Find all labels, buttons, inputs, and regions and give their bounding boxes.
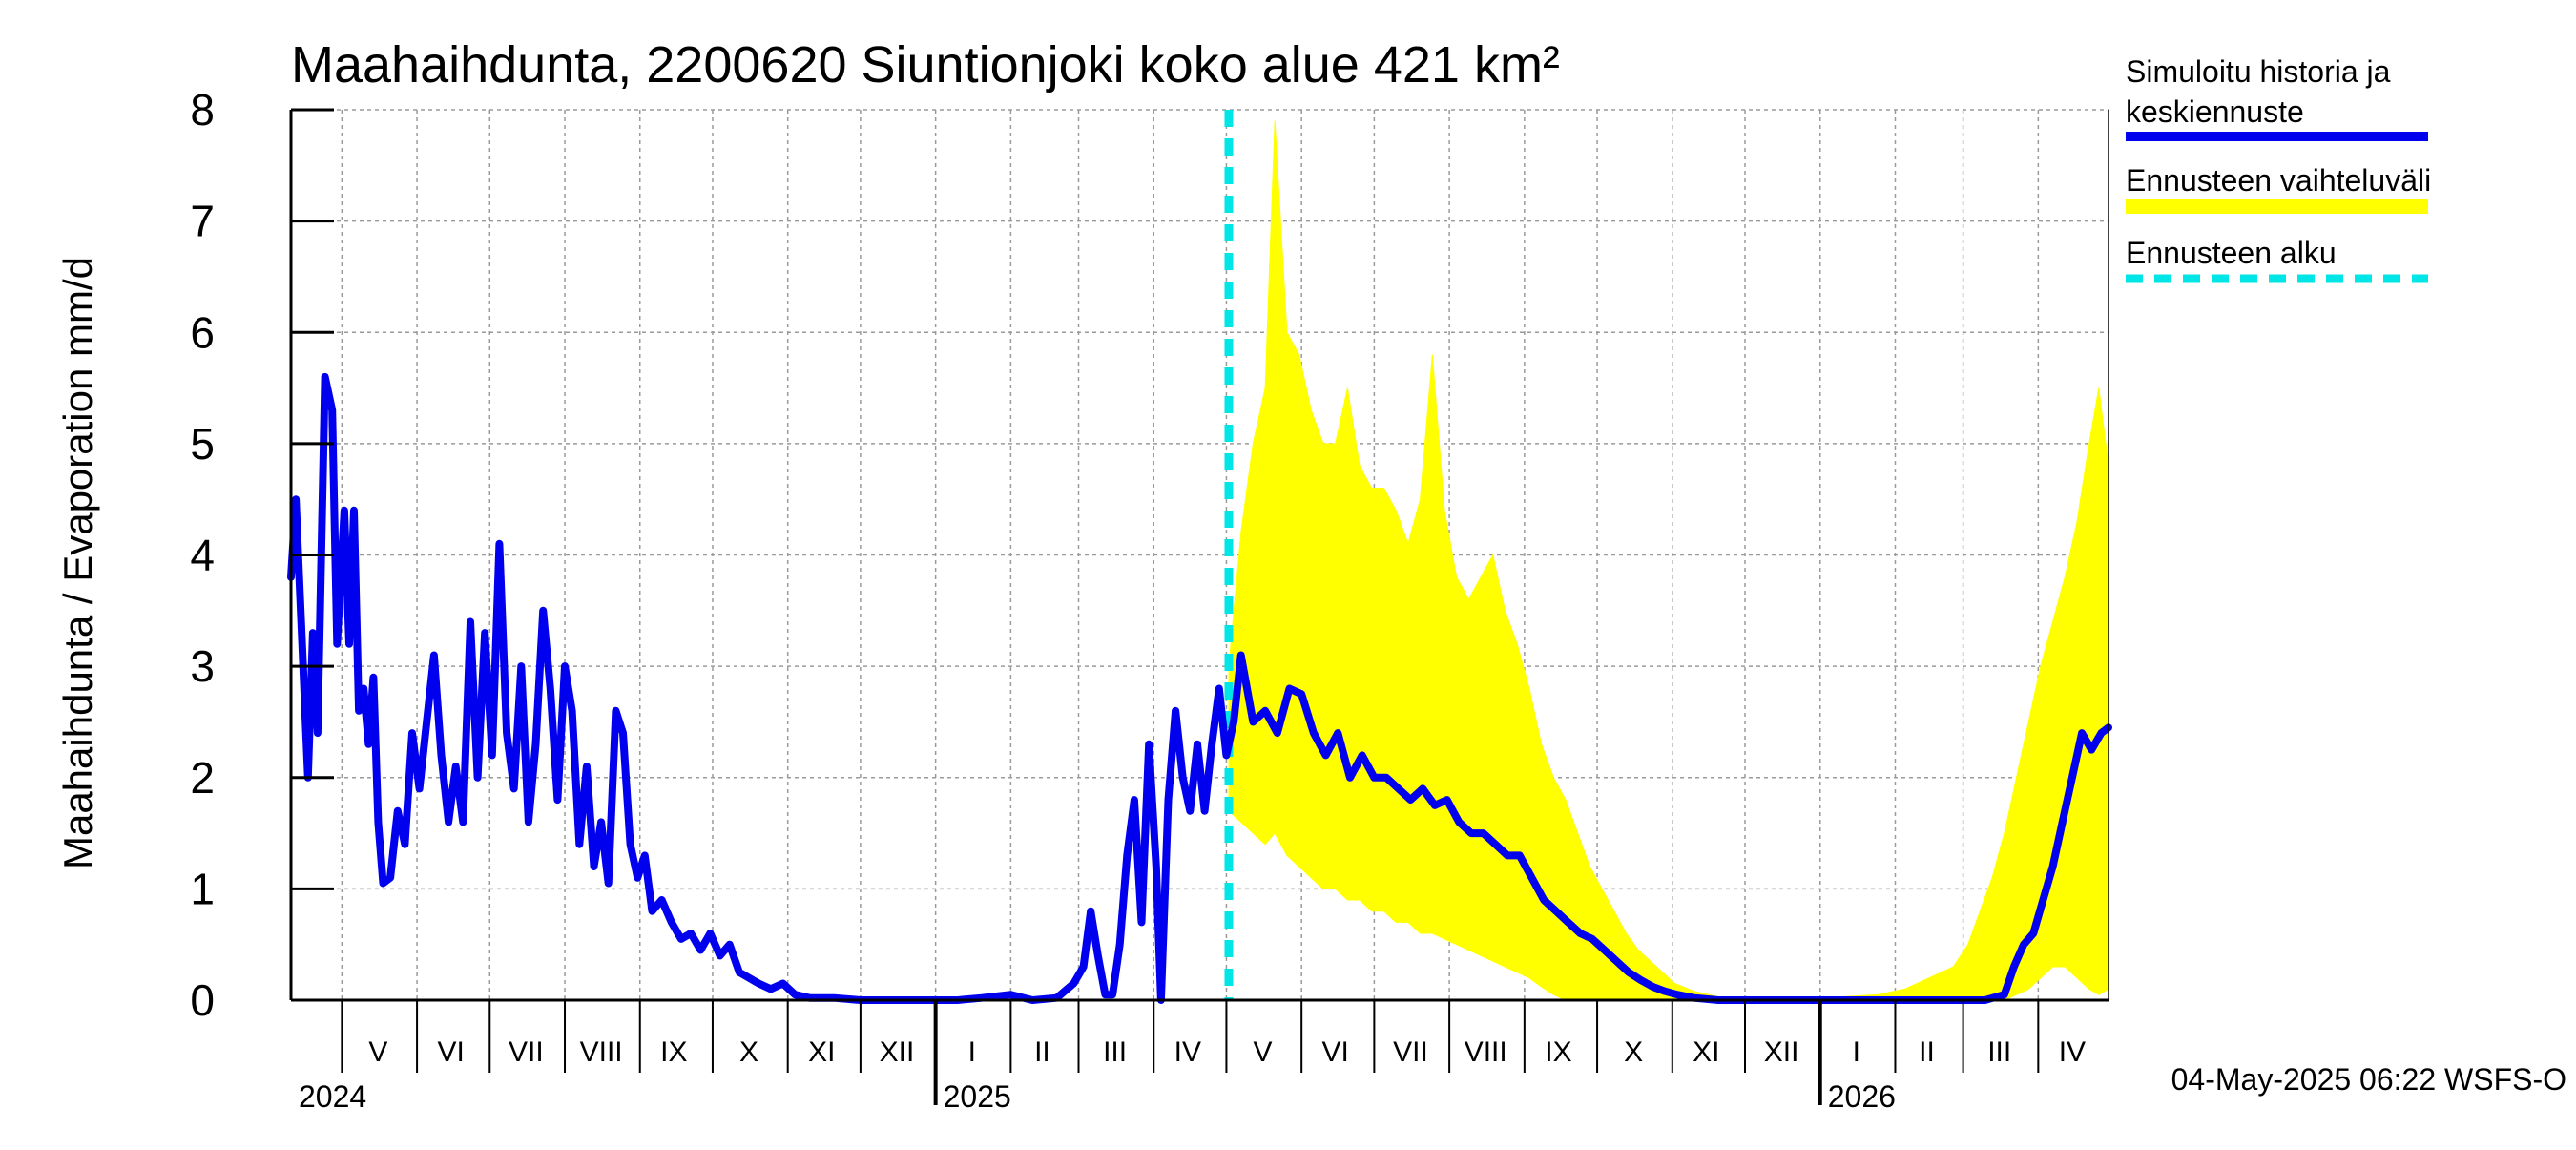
series-line-simulated xyxy=(287,372,2112,1004)
legend-label-history: Simuloitu historia ja xyxy=(2126,54,2391,89)
x-month-label: IX xyxy=(660,1036,687,1068)
x-year-label: 2024 xyxy=(299,1079,366,1114)
x-month-label: VII xyxy=(1393,1036,1428,1068)
x-month-label: III xyxy=(1103,1036,1127,1068)
y-tick-label: 7 xyxy=(190,197,215,246)
x-month-label: IV xyxy=(2059,1036,2086,1068)
y-tick-label: 5 xyxy=(190,419,215,469)
y-tick-label: 0 xyxy=(190,975,215,1025)
x-month-label: V xyxy=(368,1036,387,1068)
timestamp: 04-May-2025 06:22 WSFS-O xyxy=(2171,1062,2566,1097)
y-tick-label: 6 xyxy=(190,307,215,357)
y-tick-label: 3 xyxy=(190,641,215,691)
legend-label-forecast-start: Ennusteen alku xyxy=(2126,236,2337,270)
x-month-label: I xyxy=(968,1036,976,1068)
x-month-label: VIII xyxy=(580,1036,623,1068)
x-month-label: XII xyxy=(880,1036,915,1068)
y-axis-label: Maahaihdunta / Evaporation mm/d xyxy=(55,257,100,869)
x-month-label: I xyxy=(1853,1036,1860,1068)
x-year-label: 2025 xyxy=(944,1079,1011,1114)
x-month-label: II xyxy=(1034,1036,1050,1068)
x-month-label: IV xyxy=(1174,1036,1201,1068)
x-month-label: VIII xyxy=(1465,1036,1507,1068)
y-tick-label: 8 xyxy=(190,85,215,135)
legend-label-band: Ennusteen vaihteluväli xyxy=(2126,163,2431,198)
x-month-label: XI xyxy=(808,1036,835,1068)
legend: Simuloitu historia ja keskiennuste Ennus… xyxy=(2126,54,2431,283)
x-month-label: VI xyxy=(1322,1036,1349,1068)
x-month-label: XII xyxy=(1764,1036,1799,1068)
x-month-label: IX xyxy=(1545,1036,1571,1068)
x-month-label: XI xyxy=(1693,1036,1719,1068)
x-month-label: VI xyxy=(437,1036,464,1068)
y-tick-label: 4 xyxy=(190,531,215,580)
x-month-label: III xyxy=(1987,1036,2011,1068)
x-month-label: X xyxy=(739,1036,758,1068)
legend-label-history-line2: keskiennuste xyxy=(2126,94,2304,129)
y-tick-label: 2 xyxy=(190,753,215,803)
x-month-label: X xyxy=(1624,1036,1643,1068)
x-month-label: II xyxy=(1919,1036,1935,1068)
series-line-layer xyxy=(287,110,2112,1004)
y-tick-label: 1 xyxy=(190,864,215,913)
chart-title: Maahaihdunta, 2200620 Siuntionjoki koko … xyxy=(291,36,1560,94)
x-month-label: VII xyxy=(509,1036,544,1068)
x-year-label: 2026 xyxy=(1828,1079,1896,1114)
x-month-label: V xyxy=(1254,1036,1273,1068)
